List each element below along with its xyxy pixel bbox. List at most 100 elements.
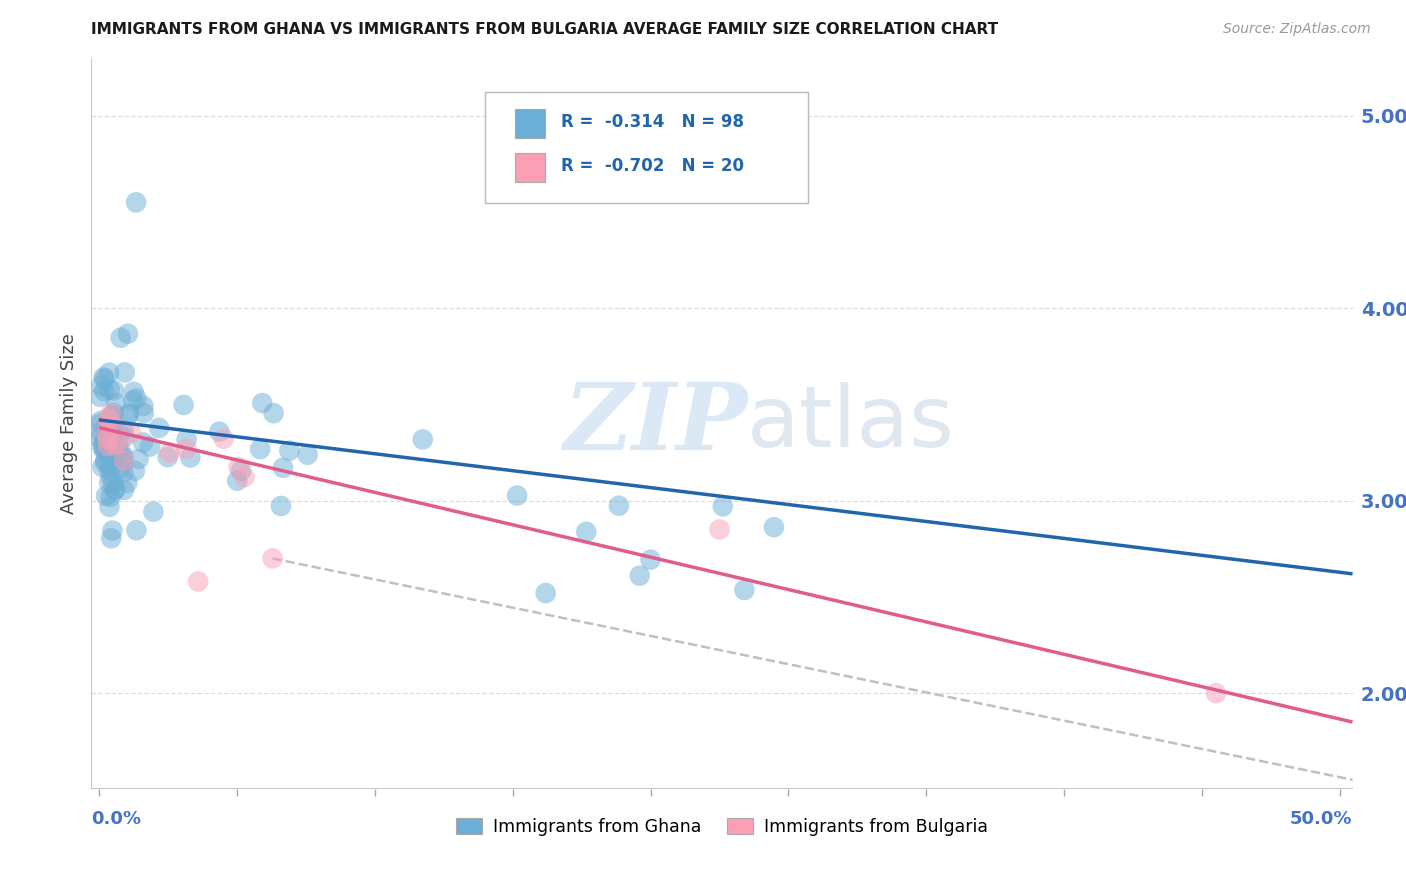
Point	[89, 431, 111, 445]
Point	[124, 464, 146, 478]
Point	[103, 438, 125, 452]
Point	[103, 384, 125, 398]
Point	[93, 372, 115, 386]
Point	[711, 500, 734, 514]
Point	[110, 445, 132, 459]
Point	[100, 442, 122, 457]
Point	[98, 475, 121, 490]
Point	[132, 406, 155, 420]
Point	[263, 406, 285, 420]
FancyBboxPatch shape	[485, 93, 807, 202]
Point	[91, 460, 114, 475]
Point	[252, 396, 274, 410]
Point	[107, 436, 129, 450]
Text: 50.0%: 50.0%	[1291, 810, 1353, 828]
Point	[120, 425, 142, 440]
Point	[233, 470, 256, 484]
Point	[97, 441, 120, 455]
Point	[98, 464, 121, 478]
Point	[159, 446, 181, 460]
Text: Source: ZipAtlas.com: Source: ZipAtlas.com	[1223, 22, 1371, 37]
Point	[114, 365, 136, 379]
Point	[125, 523, 148, 537]
Point	[179, 450, 201, 465]
Point	[112, 423, 135, 437]
Point	[575, 524, 598, 539]
Point	[90, 425, 112, 439]
Point	[122, 384, 145, 399]
Point	[1205, 686, 1227, 700]
Point	[97, 432, 120, 446]
Text: 0.0%: 0.0%	[91, 810, 142, 828]
Point	[208, 425, 231, 439]
Point	[105, 396, 128, 410]
Point	[94, 489, 117, 503]
Point	[100, 439, 122, 453]
Point	[173, 398, 195, 412]
Point	[733, 582, 755, 597]
Bar	[515, 153, 546, 182]
Point	[89, 390, 111, 404]
Point	[128, 451, 150, 466]
Point	[112, 430, 135, 444]
Point	[270, 499, 292, 513]
Point	[278, 443, 301, 458]
Point	[90, 414, 112, 428]
Point	[628, 568, 651, 582]
Point	[176, 433, 198, 447]
Point	[118, 406, 141, 420]
Point	[93, 370, 115, 384]
Point	[125, 195, 148, 210]
Point	[96, 425, 118, 440]
Point	[98, 383, 121, 397]
Point	[112, 456, 135, 470]
Point	[156, 450, 179, 465]
Point	[104, 419, 127, 434]
Point	[122, 393, 145, 408]
Point	[112, 454, 135, 468]
Point	[94, 443, 117, 458]
Text: atlas: atlas	[747, 382, 955, 466]
Point	[187, 574, 209, 589]
Point	[262, 551, 284, 566]
Text: R =  -0.702   N = 20: R = -0.702 N = 20	[561, 157, 744, 175]
Point	[101, 409, 124, 423]
Point	[96, 417, 118, 432]
Point	[101, 427, 124, 442]
Point	[117, 408, 139, 422]
Point	[97, 458, 120, 472]
Point	[139, 440, 162, 454]
Point	[96, 424, 118, 438]
Point	[91, 437, 114, 451]
Text: ZIP: ZIP	[562, 379, 747, 468]
Point	[103, 483, 125, 497]
Point	[117, 326, 139, 341]
Point	[112, 466, 135, 480]
Point	[534, 586, 557, 600]
Text: R =  -0.314   N = 98: R = -0.314 N = 98	[561, 113, 744, 131]
Point	[212, 432, 235, 446]
Point	[100, 531, 122, 545]
Point	[108, 461, 131, 475]
Point	[607, 499, 630, 513]
Point	[132, 435, 155, 450]
Point	[249, 442, 271, 457]
Point	[97, 417, 120, 432]
Point	[709, 523, 731, 537]
Text: IMMIGRANTS FROM GHANA VS IMMIGRANTS FROM BULGARIA AVERAGE FAMILY SIZE CORRELATIO: IMMIGRANTS FROM GHANA VS IMMIGRANTS FROM…	[91, 22, 998, 37]
Point	[142, 505, 165, 519]
Point	[762, 520, 785, 534]
Point	[100, 490, 122, 504]
Point	[101, 476, 124, 491]
Point	[176, 442, 198, 456]
Point	[101, 524, 124, 538]
Legend: Immigrants from Ghana, Immigrants from Bulgaria: Immigrants from Ghana, Immigrants from B…	[450, 811, 994, 843]
Point	[412, 433, 434, 447]
Point	[297, 448, 319, 462]
Point	[98, 445, 121, 459]
Y-axis label: Average Family Size: Average Family Size	[59, 334, 77, 514]
Point	[94, 455, 117, 469]
Point	[112, 450, 135, 464]
Point	[93, 384, 115, 399]
Point	[271, 460, 294, 475]
